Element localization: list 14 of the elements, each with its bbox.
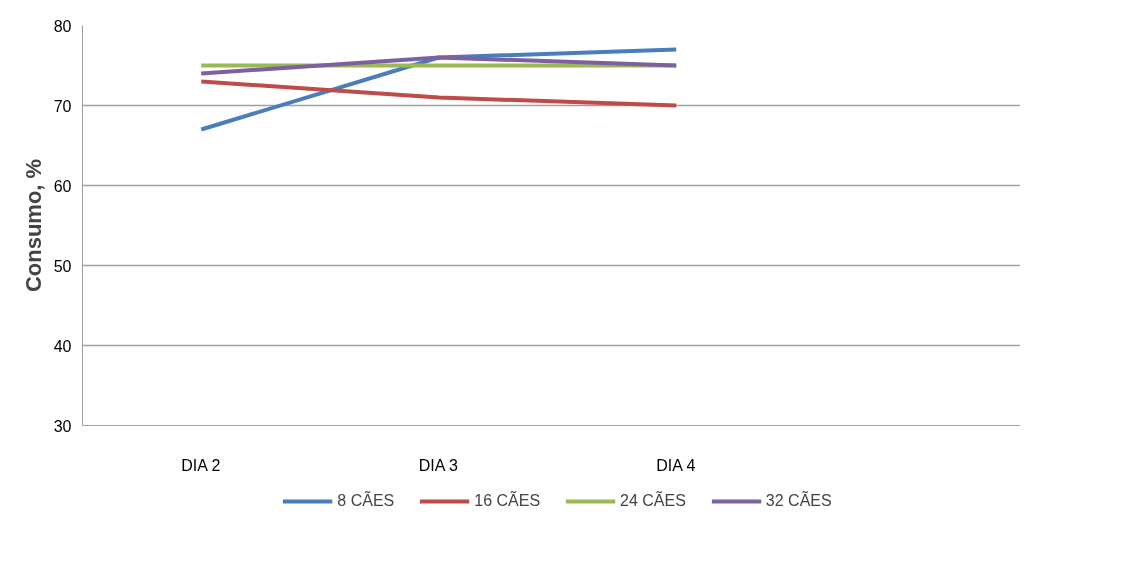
legend-label: 24 CÃES (620, 492, 686, 510)
legend-label: 8 CÃES (337, 492, 395, 510)
y-tick-label: 40 (53, 337, 72, 355)
y-tick-label: 60 (53, 177, 72, 195)
legend-label: 32 CÃES (765, 492, 832, 510)
y-axis-title: Consumo, % (20, 158, 46, 293)
legend-label: 16 CÃES (474, 492, 541, 510)
x-tick-label: DIA 4 (656, 456, 696, 474)
y-tick-label: 70 (53, 97, 72, 115)
x-tick-label: DIA 3 (418, 456, 458, 474)
y-tick-label: 30 (53, 417, 72, 435)
y-tick-label: 80 (53, 17, 72, 35)
y-tick-label: 50 (53, 257, 72, 275)
x-tick-label: DIA 2 (181, 456, 221, 474)
